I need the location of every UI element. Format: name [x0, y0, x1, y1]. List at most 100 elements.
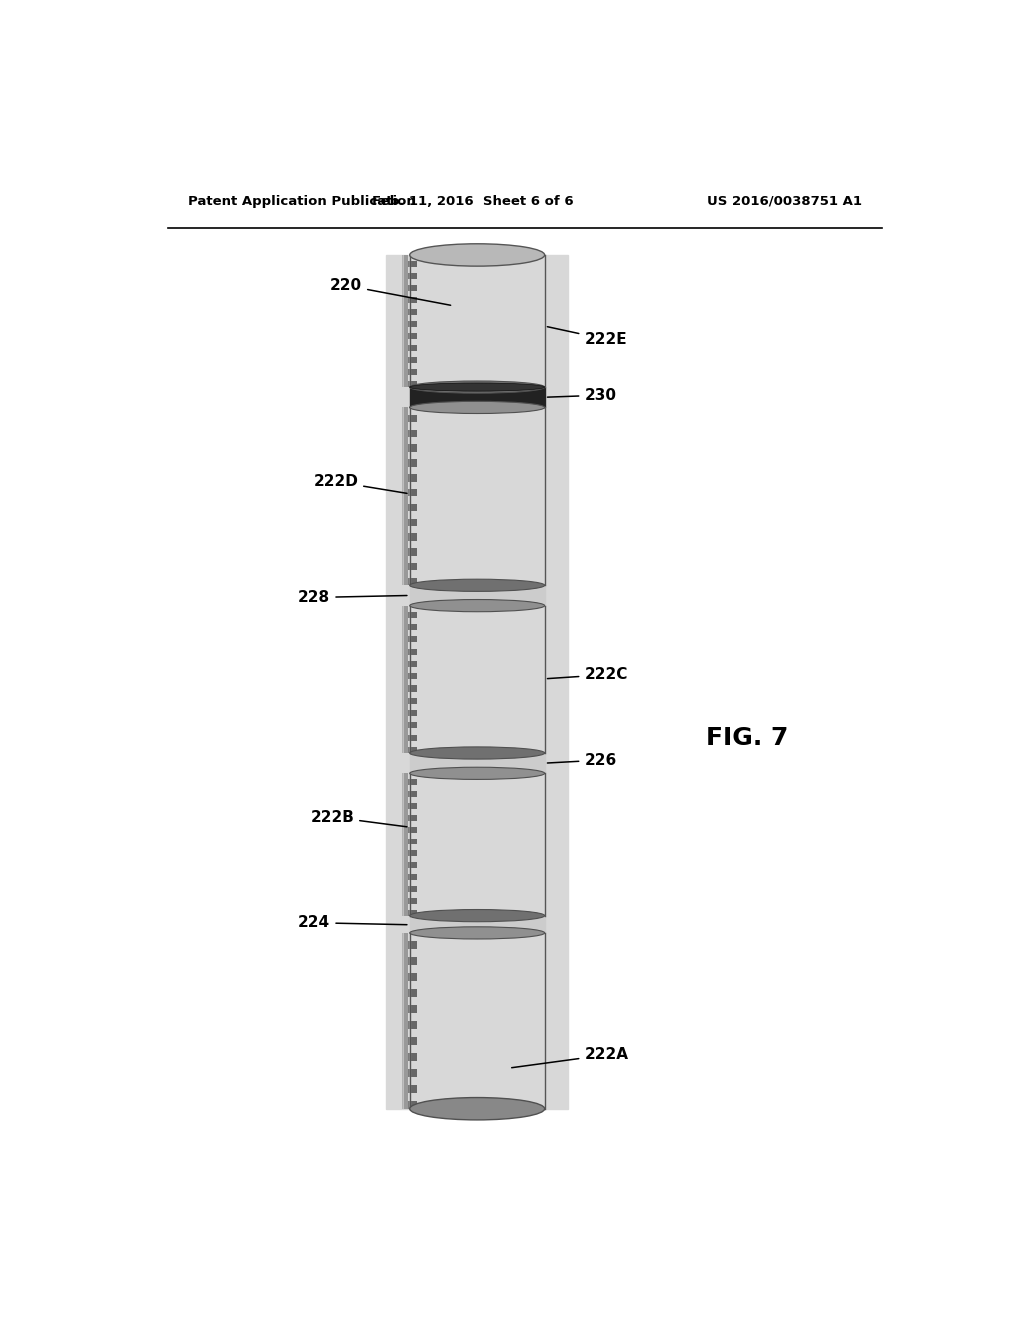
Bar: [409, 1069, 414, 1077]
Bar: [412, 898, 417, 904]
Bar: [410, 661, 415, 667]
Bar: [411, 898, 416, 904]
Bar: [409, 358, 414, 363]
Bar: [411, 488, 416, 496]
Bar: [410, 533, 415, 541]
Bar: [412, 445, 417, 451]
Bar: [412, 414, 417, 422]
Bar: [411, 1020, 416, 1028]
Bar: [409, 445, 414, 451]
Bar: [403, 933, 408, 1109]
Bar: [408, 850, 413, 857]
Bar: [409, 698, 414, 704]
Bar: [403, 774, 408, 916]
Bar: [410, 734, 415, 741]
Bar: [409, 321, 415, 327]
Bar: [410, 445, 415, 451]
Bar: [402, 606, 407, 752]
Bar: [410, 1005, 415, 1012]
Bar: [403, 774, 408, 916]
Bar: [409, 309, 414, 315]
Bar: [409, 957, 414, 965]
Bar: [402, 774, 407, 916]
Bar: [410, 838, 415, 845]
Bar: [402, 933, 407, 1109]
Bar: [412, 648, 417, 655]
Bar: [412, 1036, 417, 1045]
Bar: [412, 898, 417, 904]
Bar: [409, 1101, 415, 1109]
Bar: [409, 734, 414, 741]
Bar: [412, 1085, 417, 1093]
Bar: [409, 722, 414, 729]
Bar: [412, 941, 417, 949]
Bar: [412, 370, 417, 375]
Bar: [409, 578, 414, 585]
Bar: [404, 606, 408, 752]
Bar: [411, 1101, 416, 1109]
Bar: [412, 1005, 417, 1012]
Bar: [411, 722, 416, 729]
Bar: [402, 408, 406, 585]
Bar: [403, 408, 408, 585]
Bar: [410, 941, 416, 949]
Bar: [411, 370, 416, 375]
Bar: [408, 1085, 413, 1093]
Ellipse shape: [410, 579, 545, 591]
Bar: [412, 321, 417, 327]
Bar: [410, 909, 416, 916]
Bar: [409, 898, 414, 904]
Bar: [412, 504, 417, 511]
Bar: [411, 957, 416, 965]
Bar: [411, 941, 416, 949]
Bar: [408, 874, 413, 880]
Bar: [412, 661, 417, 667]
Bar: [411, 345, 416, 351]
Bar: [412, 850, 417, 857]
Bar: [412, 611, 417, 618]
Bar: [409, 345, 415, 351]
Bar: [411, 710, 416, 717]
Bar: [409, 358, 414, 363]
Bar: [408, 1101, 413, 1109]
Bar: [411, 273, 416, 279]
Bar: [402, 606, 406, 752]
Bar: [412, 358, 417, 363]
Bar: [412, 273, 417, 279]
Bar: [402, 606, 407, 752]
Bar: [410, 370, 415, 375]
Bar: [412, 722, 417, 729]
Bar: [412, 1101, 417, 1109]
Bar: [403, 255, 408, 387]
Bar: [411, 519, 416, 525]
Bar: [409, 909, 414, 916]
Bar: [412, 445, 417, 451]
Bar: [409, 722, 414, 729]
Bar: [410, 648, 415, 655]
Bar: [412, 957, 417, 965]
Bar: [409, 414, 414, 422]
Bar: [402, 933, 407, 1109]
Bar: [411, 734, 417, 741]
Bar: [409, 957, 415, 965]
Bar: [412, 734, 417, 741]
Bar: [410, 747, 415, 752]
Bar: [409, 297, 414, 304]
Bar: [410, 941, 415, 949]
Bar: [409, 414, 414, 422]
Bar: [409, 698, 414, 704]
Bar: [412, 333, 417, 339]
Bar: [409, 548, 415, 556]
Bar: [410, 261, 415, 267]
Bar: [412, 1036, 417, 1045]
Bar: [410, 321, 416, 327]
Bar: [410, 261, 415, 267]
Bar: [409, 909, 415, 916]
Bar: [409, 429, 414, 437]
Bar: [410, 1036, 416, 1045]
Bar: [408, 1069, 414, 1077]
Bar: [410, 826, 415, 833]
Bar: [409, 826, 414, 833]
Bar: [409, 685, 414, 692]
Bar: [402, 408, 406, 585]
